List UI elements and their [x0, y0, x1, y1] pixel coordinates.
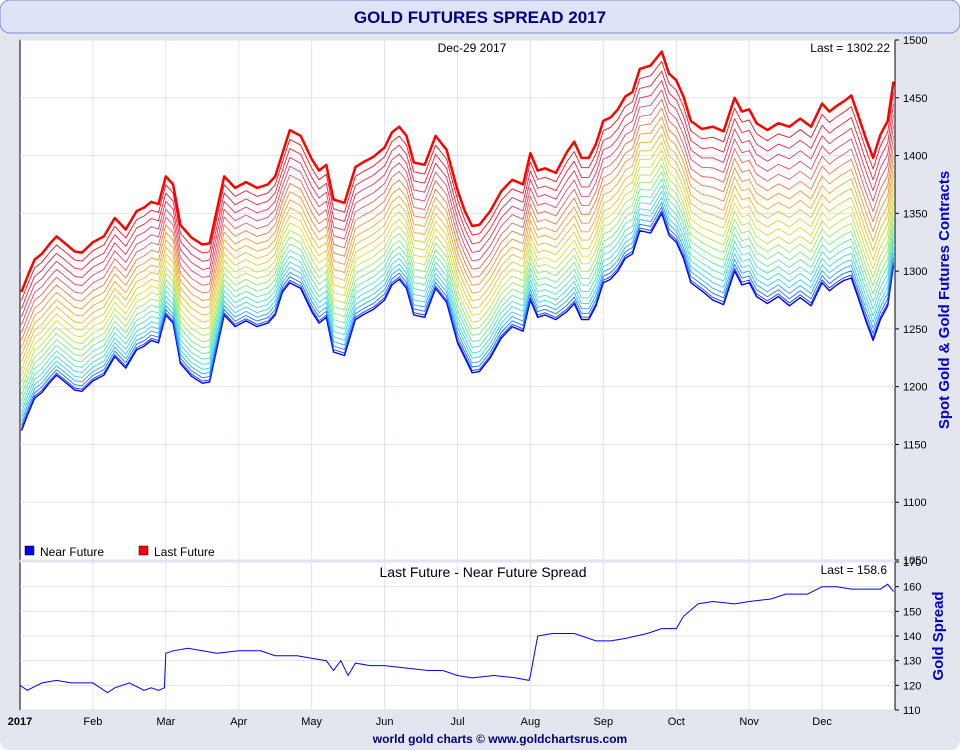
contract-line [21, 210, 894, 429]
spread-y-tick-label: 110 [903, 705, 921, 717]
price-last-label: Last = 1302.22 [810, 41, 890, 55]
legend-near-swatch [24, 545, 35, 556]
chart-title: GOLD FUTURES SPREAD 2017 [354, 8, 606, 27]
price-y-axis-label: Spot Gold & Gold Futures Contracts [936, 171, 953, 429]
x-tick-label: Aug [521, 716, 541, 728]
contract-line [21, 80, 894, 317]
price-y-tick-label: 1300 [903, 266, 927, 278]
contract-line [21, 164, 894, 390]
spread-y-tick-label: 140 [903, 631, 921, 643]
contract-line [21, 107, 894, 341]
spread-y-tick-label: 130 [903, 656, 921, 668]
spread-last-label: Last = 158.6 [821, 563, 888, 577]
contract-line [21, 133, 894, 363]
x-tick-label: Mar [156, 716, 175, 728]
x-tick-label: Oct [668, 716, 685, 728]
near-future-line [20, 212, 895, 431]
legend-last-swatch [138, 545, 149, 556]
contract-line [21, 149, 894, 377]
price-y-tick-label: 1350 [903, 208, 927, 220]
contract-line [21, 201, 894, 422]
x-tick-label: Dec [812, 716, 832, 728]
legend-last-label: Last Future [154, 545, 215, 559]
price-y-tick-label: 1200 [903, 382, 927, 394]
price-y-tick-label: 1500 [903, 35, 927, 47]
footer-credit: world gold charts © www.goldchartsrus.co… [372, 732, 627, 746]
x-tick-label: Jul [450, 716, 464, 728]
x-tick-label: Jun [376, 716, 394, 728]
contract-line [21, 141, 894, 370]
x-axis: 2017 Feb Mar Apr May Jun Jul Aug Sep Oct Nov Dec [8, 716, 833, 728]
spread-line [19, 583, 894, 694]
spread-series-line [19, 583, 894, 694]
price-y-tick-label: 1150 [903, 439, 927, 451]
x-tick-label: May [301, 716, 322, 728]
last-future-line [20, 50, 895, 293]
contract-line [21, 178, 894, 402]
x-tick-label: Nov [739, 716, 759, 728]
contract-line [21, 184, 894, 407]
spread-y-tick-label: 160 [903, 582, 921, 594]
contract-line [21, 60, 894, 301]
spread-y-axis: 110 120 130 140 150 160 170 [895, 557, 921, 717]
x-tick-label: Feb [83, 716, 102, 728]
price-y-tick-label: 1050 [903, 555, 927, 567]
spread-panel: 110 120 130 140 150 160 170 Last Future - Near… [19, 557, 947, 717]
contract-line [21, 70, 894, 309]
legend: Near Future Last Future [24, 545, 215, 559]
price-y-tick-label: 1250 [903, 324, 927, 336]
spread-y-tick-label: 150 [903, 606, 921, 618]
price-date-label: Dec-29 2017 [438, 41, 507, 55]
spread-title: Last Future - Near Future Spread [380, 564, 587, 580]
contract-line [21, 190, 894, 412]
title-bar [0, 0, 960, 34]
legend-near-label: Near Future [40, 545, 104, 559]
spread-y-axis-label: Gold Spread [930, 591, 947, 680]
price-y-axis: 1050 1100 1150 1200 1250 1300 1350 1400 1450 1500 [895, 35, 927, 567]
price-y-tick-label: 1450 [903, 93, 927, 105]
x-tick-label: 2017 [8, 716, 32, 728]
x-tick-label: Apr [230, 716, 247, 728]
contract-line [21, 196, 894, 417]
contract-line [21, 157, 894, 383]
contract-line [21, 89, 894, 325]
contract-line [21, 98, 894, 333]
spread-y-tick-label: 170 [903, 557, 921, 569]
x-tick-label: Sep [594, 716, 614, 728]
spread-y-tick-label: 120 [903, 680, 921, 692]
contract-line [21, 171, 894, 396]
contract-line [21, 206, 894, 426]
price-panel: 1050 1100 1150 1200 1250 1300 1350 1400 1450 1500… [19, 35, 953, 567]
contract-line [21, 124, 894, 356]
contract-lines [20, 50, 895, 431]
contract-line [21, 116, 894, 349]
price-y-tick-label: 1400 [903, 151, 927, 163]
price-y-tick-label: 1100 [903, 497, 927, 509]
